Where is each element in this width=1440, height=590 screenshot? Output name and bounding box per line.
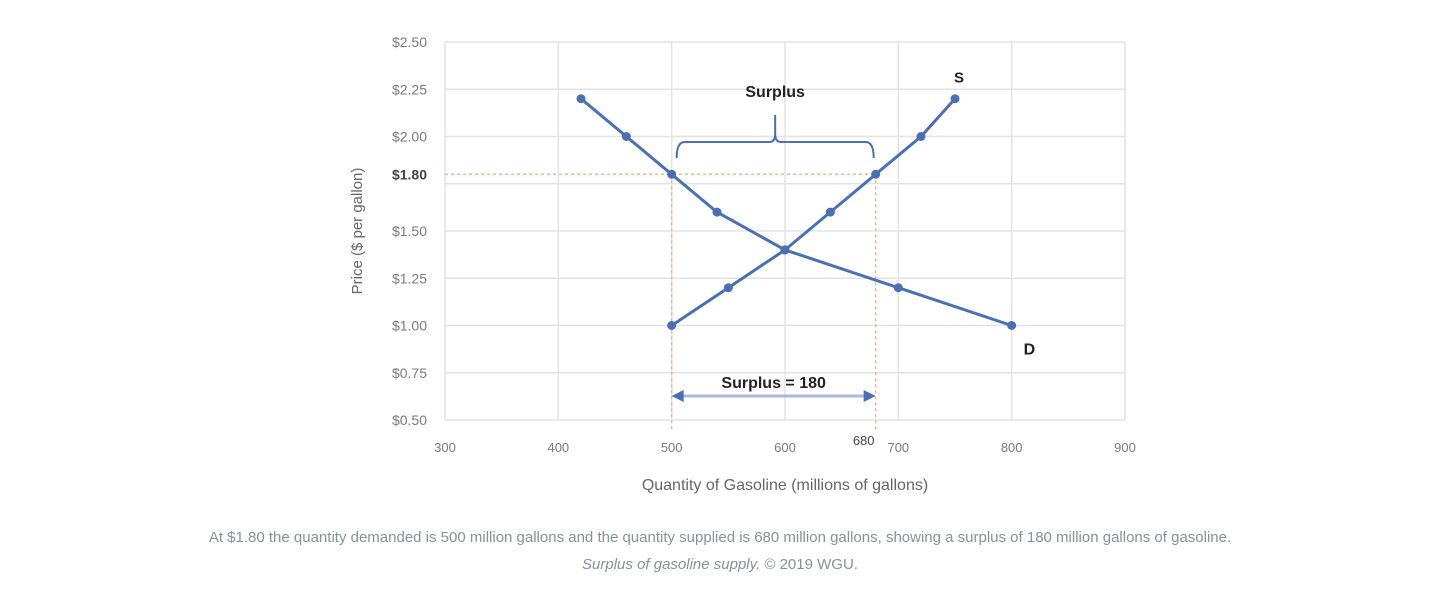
x-tick-label: 800 <box>1001 440 1023 455</box>
figure-credit: Surplus of gasoline supply. © 2019 WGU. <box>0 556 1440 573</box>
x-tick-label: 500 <box>661 440 683 455</box>
x-tick-label: 900 <box>1114 440 1136 455</box>
x-extra-label-680: 680 <box>853 433 875 448</box>
x-axis-label: Quantity of Gasoline (millions of gallon… <box>642 477 928 494</box>
data-point-s <box>667 321 677 330</box>
y-tick-label: $0.75 <box>392 365 427 381</box>
supply-demand-chart: $2.50 $2.25 $2.00 $1.80 $1.50 $1.25 $1.00 $0.75… <box>349 34 1136 494</box>
copyright: © 2019 WGU. <box>760 556 858 573</box>
y-tick-label: $1.25 <box>392 270 427 286</box>
data-point-d <box>576 94 586 104</box>
data-point-d <box>621 132 631 141</box>
surplus-arrow-label: Surplus = 180 <box>721 375 826 392</box>
y-tick-label: $0.50 <box>392 412 427 428</box>
y-tick-label: $2.50 <box>392 34 427 50</box>
y-tick-label: $2.00 <box>392 129 427 145</box>
data-point-s <box>825 207 835 217</box>
y-tick-label: $1.80 <box>392 166 427 182</box>
x-tick-label: 400 <box>547 440 569 455</box>
data-point-d <box>667 169 677 179</box>
figure-title: Surplus of gasoline supply. <box>582 556 761 573</box>
figure-caption: At $1.80 the quantity demanded is 500 mi… <box>208 529 1232 546</box>
data-point-s <box>950 94 960 104</box>
data-point-s <box>916 132 926 141</box>
y-axis-label: Price ($ per gallon) <box>349 168 366 295</box>
data-point-s <box>871 169 881 179</box>
arrow-right-icon <box>863 390 876 402</box>
x-tick-label: 600 <box>774 440 796 455</box>
y-tick-label: $1.50 <box>392 223 427 239</box>
y-tick-label: $2.25 <box>392 81 427 97</box>
x-tick-label: 700 <box>887 440 909 455</box>
series-label-d: D <box>1024 342 1036 359</box>
data-point-d <box>712 207 722 217</box>
data-point-s <box>723 283 733 293</box>
series-label-s: S <box>954 70 964 87</box>
surplus-bracket <box>675 115 875 159</box>
surplus-bracket-label: Surplus <box>745 84 805 101</box>
arrow-left-icon <box>671 390 684 402</box>
data-point-d <box>1007 321 1017 330</box>
y-tick-label: $1.00 <box>392 318 427 334</box>
data-point-s <box>780 245 790 255</box>
series-line-d <box>580 97 1013 327</box>
x-tick-label: 300 <box>434 440 456 455</box>
data-point-d <box>893 283 903 293</box>
